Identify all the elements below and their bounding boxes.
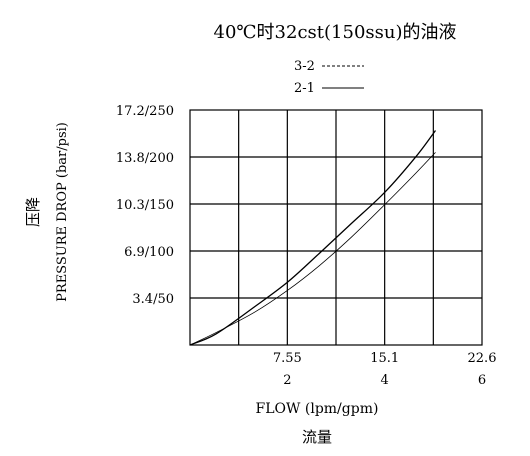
y-tick-label: 13.8/200 xyxy=(116,151,174,166)
legend-label-3-2: 3-2 xyxy=(294,59,315,74)
y-tick-label: 17.2/250 xyxy=(116,104,174,119)
series-line-3-2 xyxy=(189,152,436,346)
y-tick-label: 3.4/50 xyxy=(132,292,174,307)
x-tick-labels: 7.55 2 15.1 4 22.6 6 xyxy=(273,351,497,388)
x-tick-label-lpm: 15.1 xyxy=(370,351,399,366)
y-axis-title: PRESSURE DROP (bar/psi) xyxy=(55,122,70,302)
x-tick-label-gpm: 2 xyxy=(283,373,291,388)
x-axis-title-cn: 流量 xyxy=(302,428,332,446)
chart-title: 40℃时32cst(150ssu)的油液 xyxy=(214,22,457,43)
y-axis-title-cn: 压降 xyxy=(24,197,42,227)
y-tick-label: 10.3/150 xyxy=(116,198,174,213)
x-axis-title: FLOW (lpm/gpm) xyxy=(256,401,379,417)
plot-grid xyxy=(189,109,483,346)
x-tick-label-gpm: 4 xyxy=(381,373,389,388)
series-line-2-1 xyxy=(189,130,437,346)
legend: 3-2 2-1 xyxy=(294,59,364,96)
y-tick-label: 6.9/100 xyxy=(124,245,174,260)
x-tick-label-lpm: 7.55 xyxy=(273,351,302,366)
y-tick-labels: 3.4/50 6.9/100 10.3/150 13.8/200 17.2/250 xyxy=(116,104,174,307)
legend-label-2-1: 2-1 xyxy=(294,81,315,96)
x-tick-label-lpm: 22.6 xyxy=(468,351,497,366)
series-lines xyxy=(189,130,437,346)
x-tick-label-gpm: 6 xyxy=(478,373,486,388)
